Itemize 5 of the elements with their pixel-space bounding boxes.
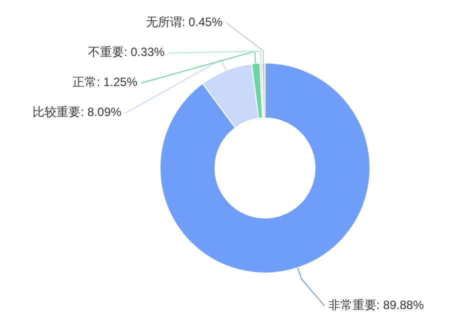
slice-label: 无所谓: 0.45%	[146, 15, 223, 30]
slice-label: 比较重要: 8.09%	[32, 105, 122, 120]
slice-label: 非常重要: 89.88%	[328, 298, 424, 312]
slice-label: 不重要: 0.33%	[88, 45, 165, 60]
slice-label: 正常: 1.25%	[72, 75, 138, 90]
